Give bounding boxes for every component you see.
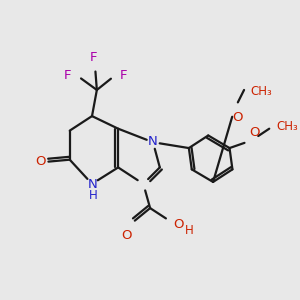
Text: F: F [90, 50, 98, 64]
Text: O: O [35, 155, 46, 168]
Text: H: H [88, 189, 98, 202]
Text: O: O [232, 111, 242, 124]
Text: F: F [120, 69, 128, 82]
Text: CH₃: CH₃ [276, 120, 298, 133]
Text: N: N [88, 178, 98, 191]
Text: N: N [148, 135, 158, 148]
Text: O: O [122, 229, 132, 242]
Text: CH₃: CH₃ [251, 85, 273, 98]
Text: O: O [173, 218, 184, 231]
Text: H: H [184, 224, 193, 237]
Text: F: F [64, 69, 71, 82]
Text: O: O [250, 126, 260, 139]
